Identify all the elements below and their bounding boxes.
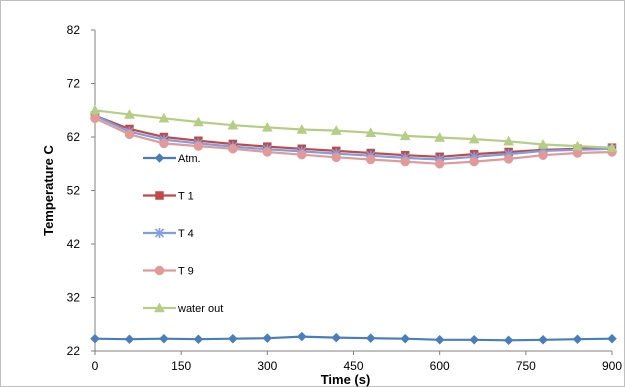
y-tick-label: 82 bbox=[67, 23, 81, 37]
y-tick-label: 62 bbox=[67, 130, 81, 144]
legend-item-water-out: water out bbox=[143, 302, 223, 315]
series-water-out bbox=[89, 104, 618, 152]
data-point-atm bbox=[90, 333, 100, 344]
legend-item-t-9: T 9 bbox=[143, 266, 194, 278]
data-point-t-9 bbox=[331, 152, 342, 163]
y-tick-label: 72 bbox=[67, 77, 81, 91]
data-point-atm bbox=[434, 334, 445, 345]
data-point-t-9 bbox=[503, 154, 514, 164]
data-point-water-out bbox=[89, 104, 101, 115]
data-point-atm bbox=[124, 334, 135, 345]
series-line-t-1 bbox=[94, 114, 613, 158]
y-axis-title: Temperature C bbox=[41, 145, 56, 236]
legend-item-atm: Atm. bbox=[143, 153, 201, 165]
data-point-atm bbox=[469, 334, 479, 345]
data-point-water-out bbox=[365, 127, 377, 137]
y-tick-label: 32 bbox=[67, 291, 81, 305]
data-point-water-out bbox=[330, 125, 342, 135]
series-line-water-out bbox=[94, 109, 613, 149]
data-point-atm bbox=[331, 332, 342, 343]
data-point-water-out bbox=[572, 140, 583, 151]
legend-label: T 4 bbox=[178, 228, 194, 240]
data-point-t-9 bbox=[400, 156, 410, 167]
data-point-atm bbox=[400, 333, 411, 344]
legend-swatch-marker bbox=[155, 191, 164, 200]
data-point-water-out bbox=[227, 119, 239, 130]
data-point-t-9 bbox=[434, 159, 445, 169]
data-point-atm bbox=[193, 334, 204, 345]
data-point-t-9 bbox=[262, 147, 273, 157]
data-point-atm bbox=[296, 331, 307, 342]
x-tick-label: 750 bbox=[516, 359, 536, 373]
axes: 22 32 42 52 62 72 82 0 150 300 450 600 750 900 bbox=[67, 23, 623, 373]
y-tick-label: 22 bbox=[67, 344, 81, 358]
x-tick-label: 0 bbox=[92, 359, 99, 373]
data-point-atm bbox=[538, 334, 548, 345]
data-point-water-out bbox=[399, 130, 411, 141]
data-point-t-9 bbox=[159, 138, 169, 149]
data-point-water-out bbox=[537, 138, 549, 149]
data-point-t-9 bbox=[90, 113, 100, 124]
data-point-atm bbox=[607, 333, 617, 344]
x-tick-label: 150 bbox=[171, 359, 191, 373]
data-point-water-out bbox=[261, 121, 273, 132]
data-point-t-9 bbox=[297, 149, 307, 160]
x-tick-label: 300 bbox=[257, 359, 277, 373]
legend-swatch-marker bbox=[154, 302, 165, 313]
series-line-atm bbox=[94, 335, 613, 342]
data-point-atm bbox=[572, 334, 583, 345]
data-point-atm bbox=[365, 333, 376, 344]
legend-item-t-1: T 1 bbox=[143, 191, 194, 203]
y-tick-label: 42 bbox=[67, 237, 81, 251]
data-point-water-out bbox=[158, 112, 170, 123]
data-point-t-9 bbox=[193, 141, 204, 151]
data-point-water-out bbox=[468, 133, 480, 144]
legend-label: Atm. bbox=[178, 153, 201, 165]
data-point-atm bbox=[159, 333, 169, 344]
data-point-water-out bbox=[503, 135, 515, 146]
legend-label: T 9 bbox=[178, 266, 194, 278]
data-point-t-9 bbox=[469, 156, 479, 167]
x-tick-label: 600 bbox=[430, 359, 450, 373]
legend-swatch-marker bbox=[154, 228, 165, 238]
data-point-water-out bbox=[606, 142, 618, 152]
series-line-t-4 bbox=[94, 114, 613, 161]
data-point-t-9 bbox=[228, 144, 238, 154]
legend: Atm. T 1 T 4 T 9 water out bbox=[143, 153, 223, 315]
data-point-atm bbox=[262, 333, 273, 344]
x-axis-title: Time (s) bbox=[321, 372, 371, 387]
data-point-water-out bbox=[434, 132, 446, 142]
series-layer bbox=[89, 104, 618, 346]
legend-label: T 1 bbox=[178, 191, 194, 203]
legend-item-t-4: T 4 bbox=[143, 228, 194, 240]
legend-swatch-marker bbox=[154, 265, 165, 276]
data-point-t-9 bbox=[365, 154, 376, 165]
series-atm bbox=[90, 331, 617, 346]
data-point-t-9 bbox=[538, 150, 548, 160]
data-point-atm bbox=[228, 333, 238, 344]
legend-label: water out bbox=[177, 303, 223, 315]
data-point-t-9 bbox=[124, 129, 135, 140]
data-point-water-out bbox=[296, 123, 308, 134]
data-point-water-out bbox=[192, 116, 204, 127]
x-tick-label: 450 bbox=[343, 359, 363, 373]
data-point-water-out bbox=[124, 109, 135, 119]
legend-swatch-marker bbox=[154, 153, 165, 163]
y-tick-label: 52 bbox=[67, 184, 81, 198]
x-tick-label: 900 bbox=[602, 359, 622, 373]
data-point-atm bbox=[503, 335, 514, 346]
series-line-t-9 bbox=[94, 117, 613, 165]
